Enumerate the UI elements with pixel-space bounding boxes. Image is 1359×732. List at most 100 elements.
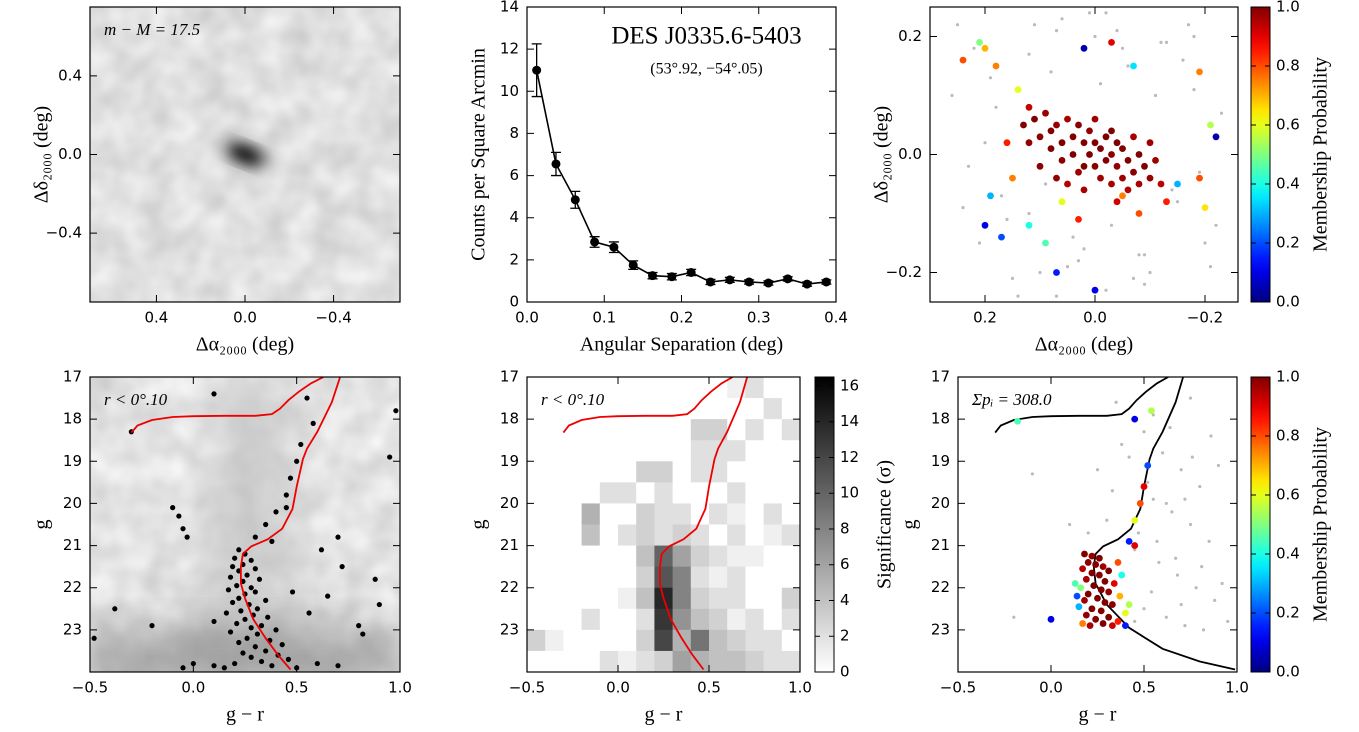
y-tick-label: 19 (63, 452, 82, 470)
star (227, 574, 234, 580)
field-star (950, 93, 954, 98)
member-star (959, 56, 967, 64)
field-star (1194, 586, 1198, 590)
member-star (976, 39, 983, 46)
hess-cell (563, 440, 582, 462)
field-star (1060, 17, 1064, 21)
y-tick-label: 0.2 (898, 27, 922, 45)
field-star (972, 46, 976, 50)
x-tick-label: 0.0 (181, 679, 205, 697)
star (263, 521, 269, 528)
hess-cell (745, 545, 764, 568)
y-tick-label: −0.4 (46, 224, 82, 242)
star (314, 660, 320, 667)
hess-cell (690, 524, 710, 546)
hess-cell (672, 587, 692, 610)
member-star (1042, 109, 1049, 117)
field-star (1183, 624, 1187, 628)
member-star (1077, 584, 1085, 592)
star (310, 420, 316, 426)
y-tick-label: 10 (500, 82, 519, 100)
hess-cell (527, 608, 546, 631)
y-axis-label: g (899, 520, 921, 530)
hess-cell (654, 650, 673, 672)
member-star (1119, 174, 1126, 182)
hess-cell (763, 419, 783, 441)
panel-subtitle: (53°.92, −54°.05) (650, 61, 762, 78)
hess-cell (781, 377, 800, 399)
field-star (1198, 484, 1202, 489)
hess-cell (545, 461, 564, 483)
x-axis-label: g − r (645, 704, 683, 726)
colorbar-tick-label: 8 (840, 519, 850, 537)
annotation: m − M = 17.5 (104, 20, 200, 39)
hess-cell (690, 398, 710, 420)
y-tick-label: 2 (509, 250, 519, 268)
star (236, 547, 242, 553)
hess-cell (527, 461, 546, 483)
star (258, 623, 265, 629)
hess-cell (709, 608, 728, 631)
member-star (1119, 192, 1126, 200)
colorbar-tick-label: 0.0 (1276, 663, 1300, 681)
hess-cell (545, 650, 564, 672)
member-star (1042, 239, 1049, 247)
hess-cell (618, 461, 637, 483)
field-star (1127, 455, 1131, 459)
hess-cell (727, 482, 746, 504)
hess-cell (636, 377, 655, 399)
hess-cell (781, 608, 800, 631)
star (269, 663, 275, 669)
field-star (1068, 522, 1072, 527)
hess-cell (581, 608, 601, 631)
x-tick-label: 0.0 (233, 309, 257, 327)
member-star (1157, 180, 1165, 188)
star (211, 663, 217, 669)
density-band (183, 377, 307, 672)
hess-cell (636, 629, 655, 652)
hess-cell (781, 566, 800, 589)
hess-cell (654, 524, 673, 546)
hess-cell (636, 566, 655, 589)
y-tick-label: 17 (63, 368, 82, 386)
field-star (1027, 52, 1031, 56)
star (236, 595, 242, 601)
hess-cell (781, 650, 800, 672)
hess-cell (618, 545, 637, 568)
hess-cell (599, 461, 619, 483)
member-star (1080, 162, 1088, 170)
hess-cell (727, 629, 746, 652)
star (221, 665, 227, 671)
data-point (802, 279, 812, 289)
data-point (686, 268, 696, 277)
field-star (1032, 23, 1037, 27)
member-star (1130, 133, 1137, 141)
star (287, 475, 294, 481)
star (306, 610, 312, 616)
colorbar-tick-label: 0.0 (1276, 293, 1300, 311)
isochrone (130, 377, 341, 671)
field-star (1133, 619, 1137, 624)
x-axis-label: Δα₂₀₀₀ (deg) (196, 334, 294, 356)
hess-cell (709, 629, 728, 652)
member-star (1075, 168, 1082, 176)
star (279, 642, 285, 648)
density-floor (90, 627, 400, 672)
member-star (1092, 561, 1100, 568)
member-star (1212, 133, 1220, 141)
star (180, 665, 186, 671)
y-tick-label: 17 (931, 368, 950, 386)
hess-cell (545, 629, 564, 652)
field-star (1095, 468, 1100, 472)
y-tick-label: 18 (500, 410, 519, 428)
star (170, 505, 176, 511)
plot-area (527, 377, 800, 672)
member-star (1146, 139, 1154, 147)
hess-cell (527, 629, 546, 652)
hess-cell (709, 482, 728, 504)
hess-cell (599, 377, 619, 399)
field-star (1186, 23, 1191, 27)
star (248, 654, 254, 660)
y-tick-label: 21 (931, 536, 950, 554)
plot-area (950, 11, 1224, 298)
